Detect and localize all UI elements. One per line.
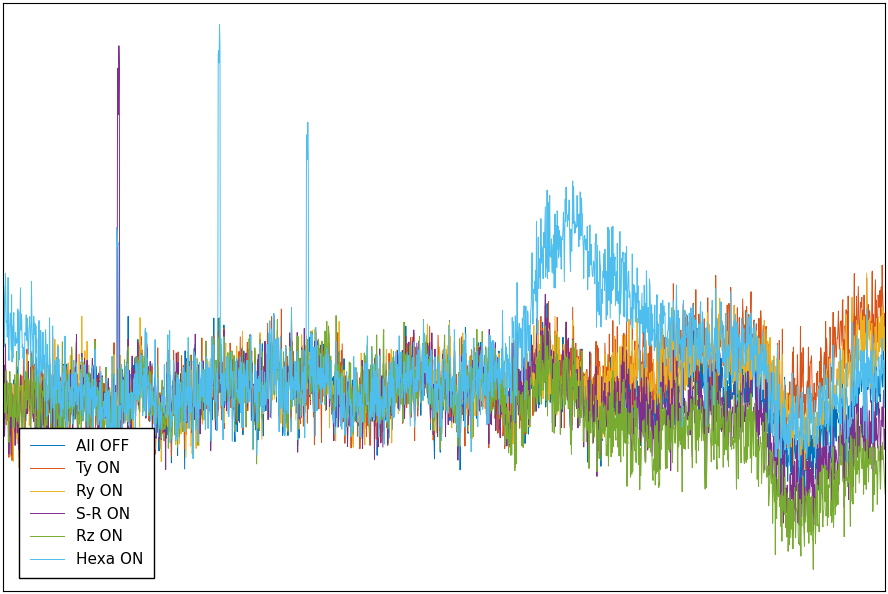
Hexa ON: [880, 383, 888, 390]
Rz ON: [855, 421, 866, 428]
Rz ON: [43, 407, 53, 414]
Ty ON: [403, 352, 414, 359]
Legend: All OFF, Ty ON, Ry ON, S-R ON, Rz ON, Hexa ON: All OFF, Ty ON, Ry ON, S-R ON, Rz ON, He…: [20, 428, 154, 578]
All OFF: [855, 375, 866, 382]
Rz ON: [427, 400, 438, 407]
Rz ON: [693, 413, 703, 421]
Ty ON: [876, 261, 887, 268]
S-R ON: [0, 400, 8, 407]
Ry ON: [861, 270, 872, 277]
Ry ON: [855, 335, 866, 342]
All OFF: [880, 364, 888, 371]
All OFF: [794, 513, 805, 520]
All OFF: [403, 364, 414, 371]
Hexa ON: [43, 364, 53, 371]
Line: All OFF: All OFF: [3, 304, 885, 516]
Hexa ON: [427, 371, 438, 378]
Hexa ON: [403, 352, 414, 359]
Hexa ON: [855, 381, 866, 388]
Ry ON: [880, 357, 888, 364]
All OFF: [43, 421, 53, 428]
Rz ON: [403, 367, 414, 374]
S-R ON: [855, 440, 866, 447]
Rz ON: [855, 451, 866, 458]
Line: S-R ON: S-R ON: [3, 46, 885, 535]
Line: Ry ON: Ry ON: [3, 273, 885, 476]
All OFF: [693, 325, 703, 332]
Ry ON: [427, 396, 438, 403]
Rz ON: [880, 490, 888, 497]
Line: Rz ON: Rz ON: [3, 308, 885, 570]
Rz ON: [808, 566, 819, 573]
S-R ON: [114, 42, 124, 49]
Ty ON: [0, 380, 8, 387]
Ry ON: [32, 473, 43, 480]
Hexa ON: [794, 465, 805, 472]
Ty ON: [43, 396, 53, 403]
S-R ON: [693, 402, 703, 409]
Hexa ON: [214, 21, 225, 28]
Rz ON: [0, 408, 8, 415]
Ry ON: [693, 343, 703, 350]
All OFF: [0, 371, 8, 378]
Hexa ON: [855, 374, 866, 381]
S-R ON: [855, 447, 866, 454]
Ty ON: [880, 334, 888, 342]
Ty ON: [113, 488, 123, 495]
Hexa ON: [0, 309, 8, 317]
Line: Hexa ON: Hexa ON: [3, 24, 885, 468]
S-R ON: [427, 406, 438, 413]
Ry ON: [0, 410, 8, 418]
Ry ON: [854, 356, 865, 363]
Ty ON: [693, 330, 703, 337]
Ry ON: [403, 351, 414, 358]
Ty ON: [855, 320, 866, 327]
Line: Ty ON: Ty ON: [3, 265, 885, 492]
All OFF: [861, 300, 872, 307]
S-R ON: [403, 339, 414, 346]
Ty ON: [427, 378, 438, 385]
S-R ON: [788, 531, 798, 538]
Rz ON: [286, 305, 297, 312]
Ry ON: [43, 405, 53, 412]
S-R ON: [880, 427, 888, 434]
Ty ON: [854, 326, 865, 333]
Hexa ON: [693, 326, 703, 333]
All OFF: [854, 376, 865, 383]
S-R ON: [43, 397, 53, 405]
All OFF: [426, 365, 437, 372]
